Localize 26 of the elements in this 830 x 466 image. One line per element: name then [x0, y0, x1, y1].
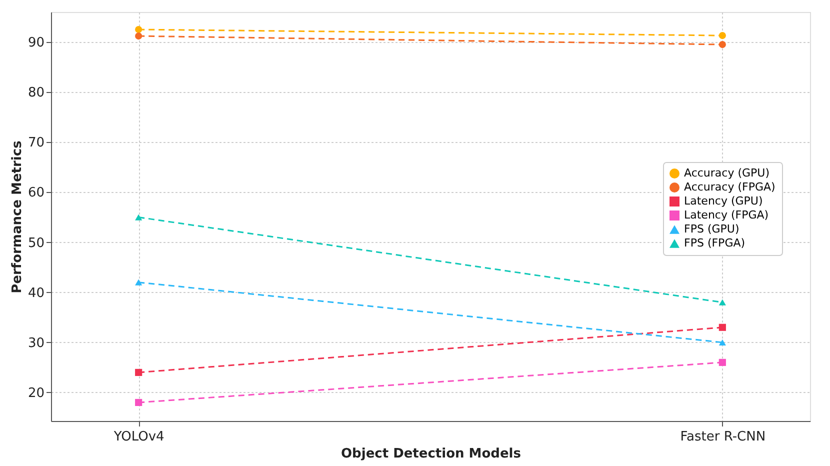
point	[135, 398, 142, 406]
point	[135, 368, 142, 376]
y-axis-title: Performance Metrics	[10, 140, 25, 294]
y-tick-label: 20	[28, 386, 44, 401]
y-tick-label: 60	[28, 186, 44, 201]
point	[718, 41, 726, 48]
y-tick-label: 40	[28, 286, 44, 301]
x-tick-label: YOLOv4	[112, 430, 164, 444]
legend-label: Accuracy (FPGA)	[684, 180, 776, 194]
legend-label: FPS (GPU)	[684, 222, 740, 236]
y-tick-label: 90	[28, 36, 44, 51]
y-tick-label: 50	[28, 236, 44, 251]
point	[718, 32, 726, 40]
y-tick-label: 30	[28, 336, 44, 351]
y-tick-label: 70	[28, 136, 44, 151]
legend-label: Accuracy (GPU)	[684, 166, 770, 180]
legend-label: Latency (GPU)	[684, 194, 763, 208]
x-axis-title: Object Detection Models	[341, 446, 522, 462]
y-tick-label: 80	[28, 86, 44, 101]
x-tick-label: Faster R-CNN	[680, 430, 766, 444]
legend-label: Latency (FPGA)	[684, 208, 769, 222]
legend-label: FPS (FPGA)	[684, 236, 746, 250]
point	[718, 324, 726, 331]
point	[135, 26, 142, 34]
point	[718, 358, 726, 366]
point	[135, 32, 142, 40]
